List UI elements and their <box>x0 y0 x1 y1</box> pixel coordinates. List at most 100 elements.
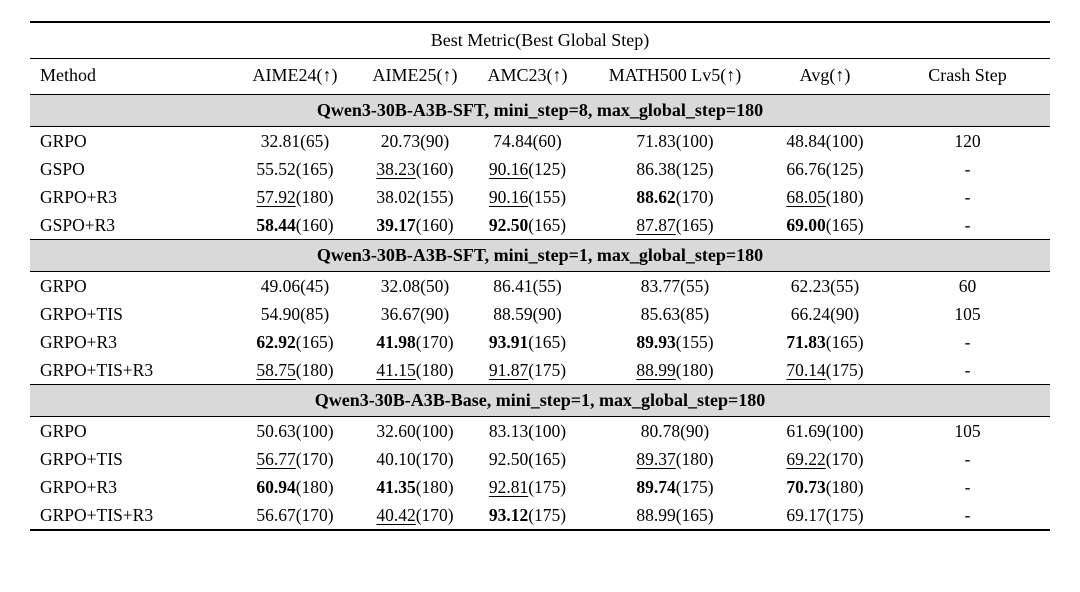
metric-cell: 56.77(170) <box>230 445 360 473</box>
metric-value: 92.50 <box>488 448 529 469</box>
best-global-step: (180) <box>295 359 334 380</box>
second-best-value: 68.05 <box>786 186 826 207</box>
best-global-step: (155) <box>528 186 567 207</box>
best-global-step: (125) <box>825 158 864 179</box>
best-global-step: (45) <box>300 275 330 296</box>
metric-value: 86.41 <box>493 275 533 296</box>
best-global-step: (165) <box>675 214 714 235</box>
crash-step-cell: - <box>964 504 971 525</box>
metric-cell: 40.42(170) <box>360 501 470 530</box>
table-row: GRPO+TIS 56.77(170) 40.10(170) 92.50(165) 89… <box>30 445 1050 473</box>
metric-cell: 92.50(165) <box>470 211 585 240</box>
metric-cell: 48.84(100) <box>765 127 885 156</box>
metric-value: 49.06 <box>260 275 301 296</box>
best-global-step: (180) <box>415 476 454 497</box>
metric-cell: 89.37(180) <box>585 445 765 473</box>
metric-value: 62.23 <box>790 275 831 296</box>
best-value: 69.00 <box>786 214 826 235</box>
second-best-value: 41.15 <box>376 359 416 380</box>
best-value: 93.91 <box>488 331 529 352</box>
best-global-step: (165) <box>295 331 334 352</box>
metric-cell: 54.90(85) <box>230 300 360 328</box>
best-global-step: (155) <box>675 331 714 352</box>
metric-cell: 80.78(90) <box>585 417 765 446</box>
metric-cell: 58.75(180) <box>230 356 360 385</box>
metric-value: 36.67 <box>380 303 421 324</box>
metric-cell: 88.99(165) <box>585 501 765 530</box>
best-global-step: (175) <box>825 359 864 380</box>
crash-step-cell: - <box>964 359 971 380</box>
crash-step-cell: 120 <box>954 130 981 151</box>
best-global-step: (90) <box>830 303 860 324</box>
best-global-step: (65) <box>300 130 330 151</box>
best-global-step: (170) <box>415 504 454 525</box>
metric-cell: 92.50(165) <box>470 445 585 473</box>
column-header-aime25: AIME25(↑) <box>360 58 470 95</box>
metric-cell: 89.74(175) <box>585 473 765 501</box>
table-row: GSPO 55.52(165) 38.23(160) 90.16(125) 86.38(… <box>30 155 1050 183</box>
metric-cell: 50.63(100) <box>230 417 360 446</box>
best-global-step: (160) <box>295 214 334 235</box>
crash-step-cell: - <box>964 186 971 207</box>
metric-cell: 40.10(170) <box>360 445 470 473</box>
section-title: Qwen3-30B-A3B-SFT, mini_step=8, max_glob… <box>30 94 1051 127</box>
table-body: Qwen3-30B-A3B-SFT, mini_step=8, max_glob… <box>30 94 1051 531</box>
metric-cell: 36.67(90) <box>360 300 470 328</box>
best-value: 71.83 <box>786 331 826 352</box>
best-global-step: (100) <box>675 130 714 151</box>
second-best-value: 40.42 <box>376 504 416 525</box>
crash-step-cell: - <box>964 448 971 469</box>
best-global-step: (175) <box>825 504 864 525</box>
method-cell: GRPO <box>40 130 87 151</box>
metric-value: 38.02 <box>376 186 416 207</box>
best-global-step: (85) <box>680 303 710 324</box>
section-title: Qwen3-30B-A3B-Base, mini_step=1, max_glo… <box>30 384 1051 417</box>
crash-step-cell: - <box>964 158 971 179</box>
column-header-row: Method AIME24(↑) AIME25(↑) AMC23(↑) MATH… <box>30 58 1051 95</box>
best-global-step: (170) <box>415 448 454 469</box>
method-cell: GRPO+R3 <box>40 331 117 352</box>
table-span-header: Best Metric(Best Global Step) <box>30 21 1051 59</box>
metric-cell: 62.92(165) <box>230 328 360 356</box>
column-header-crash-step: Crash Step <box>885 58 1051 95</box>
best-value: 89.93 <box>636 331 676 352</box>
method-cell: GRPO+TIS <box>40 303 123 324</box>
best-value: 39.17 <box>376 214 416 235</box>
method-cell: GSPO+R3 <box>40 214 116 235</box>
method-cell: GRPO <box>40 275 87 296</box>
metric-cell: 70.14(175) <box>765 356 885 385</box>
metric-cell: 87.87(165) <box>585 211 765 240</box>
metric-cell: 66.24(90) <box>765 300 885 328</box>
metric-cell: 85.63(85) <box>585 300 765 328</box>
second-best-value: 69.22 <box>786 448 826 469</box>
best-global-step: (90) <box>420 130 450 151</box>
metric-cell: 90.16(125) <box>470 155 585 183</box>
best-global-step: (55) <box>532 275 562 296</box>
metric-value: 61.69 <box>786 420 826 441</box>
metric-value: 83.13 <box>488 420 529 441</box>
method-cell: GRPO+R3 <box>40 476 117 497</box>
section-title: Qwen3-30B-A3B-SFT, mini_step=1, max_glob… <box>30 239 1051 272</box>
metric-cell: 62.23(55) <box>765 272 885 301</box>
column-header-math500-lv5: MATH500 Lv5(↑) <box>585 58 765 95</box>
metric-value: 88.59 <box>493 303 533 324</box>
best-global-step: (175) <box>675 476 714 497</box>
metric-cell: 88.99(180) <box>585 356 765 385</box>
metric-value: 69.17 <box>786 504 826 525</box>
metric-cell: 70.73(180) <box>765 473 885 501</box>
section-band-row: Qwen3-30B-A3B-Base, mini_step=1, max_glo… <box>30 384 1051 417</box>
metric-value: 54.90 <box>260 303 301 324</box>
best-global-step: (100) <box>295 420 334 441</box>
second-best-value: 58.75 <box>256 359 296 380</box>
method-cell: GRPO+TIS+R3 <box>40 504 154 525</box>
metric-cell: 41.15(180) <box>360 356 470 385</box>
metric-cell: 88.59(90) <box>470 300 585 328</box>
second-best-value: 70.14 <box>786 359 826 380</box>
metric-cell: 86.41(55) <box>470 272 585 301</box>
best-global-step: (180) <box>295 186 334 207</box>
table-row: GRPO+TIS 54.90(85) 36.67(90) 88.59(90) 85.63… <box>30 300 1050 328</box>
best-global-step: (155) <box>415 186 454 207</box>
best-value: 58.44 <box>256 214 296 235</box>
best-global-step: (90) <box>680 420 710 441</box>
metric-cell: 66.76(125) <box>765 155 885 183</box>
